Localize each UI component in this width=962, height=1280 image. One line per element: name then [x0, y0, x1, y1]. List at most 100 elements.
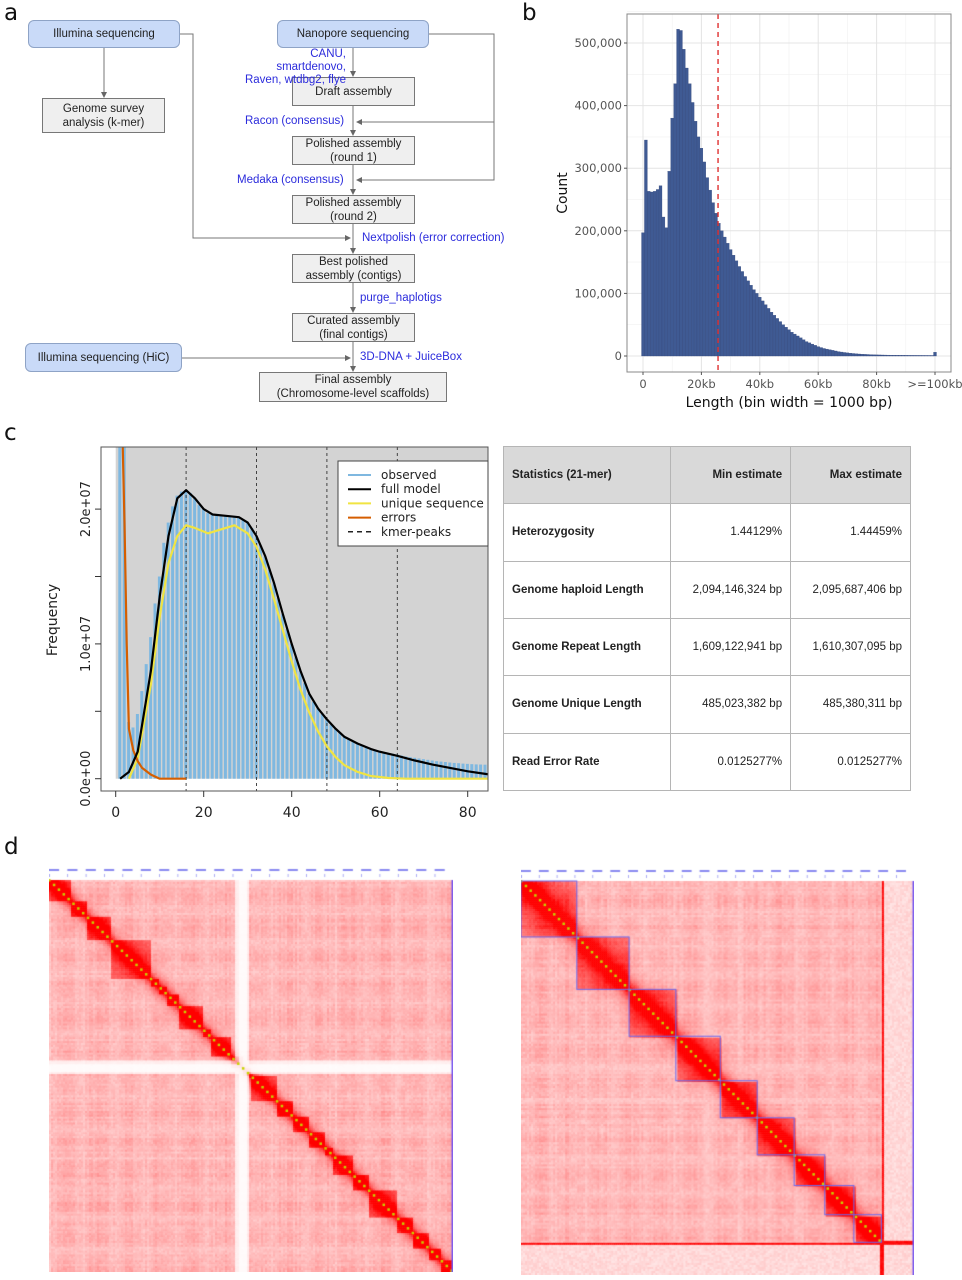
histogram-bar	[658, 185, 663, 357]
histogram-bar	[910, 355, 914, 357]
histogram-bar	[927, 355, 931, 357]
polished-round2-box: Polished assembly (round 2)	[292, 195, 415, 224]
observed-bar	[369, 748, 373, 779]
histogram-bar	[746, 280, 750, 357]
observed-bar	[294, 657, 298, 779]
histogram-bar	[842, 352, 847, 357]
histogram-bar	[743, 276, 747, 357]
histogram-bar	[889, 355, 893, 357]
panel-label-c: c	[4, 420, 17, 446]
histogram-bar	[676, 29, 680, 357]
histogram-bar	[816, 346, 820, 357]
histogram-bar	[790, 332, 794, 357]
observed-bar	[360, 745, 364, 779]
hic-map-contigs	[49, 868, 453, 1272]
observed-bar	[430, 760, 434, 779]
observed-bar	[404, 756, 408, 779]
observed-bar	[263, 556, 267, 779]
draft-assembly-box: Draft assembly	[292, 77, 415, 106]
x-tick-label: 60kb	[804, 377, 833, 391]
histogram-bar	[930, 355, 934, 357]
observed-bar	[162, 542, 166, 779]
observed-bar	[417, 758, 421, 779]
legend-label: unique sequence	[381, 496, 484, 510]
observed-bar	[298, 670, 302, 779]
observed-bar	[166, 522, 170, 779]
histogram-bar	[734, 260, 739, 357]
observed-bar	[272, 583, 276, 779]
racon-label: Racon (consensus)	[245, 115, 345, 127]
assemblers-label: CANU, smartdenovo, Raven, wtdbg2, flye	[244, 48, 346, 86]
header-max: Max estimate	[790, 445, 911, 505]
observed-bar	[149, 637, 153, 779]
histogram-bar	[673, 83, 677, 357]
observed-bar	[228, 515, 232, 779]
observed-bar	[259, 545, 263, 779]
histogram-bar	[696, 136, 701, 357]
observed-bar	[399, 755, 403, 779]
histogram-bar	[866, 354, 870, 357]
histogram-bar	[869, 354, 873, 357]
histogram-bar	[907, 355, 911, 357]
observed-bar	[276, 598, 280, 779]
histogram-bar	[682, 49, 686, 357]
histogram-bar	[904, 355, 908, 357]
curated-assembly-box: Curated assembly (final contigs)	[292, 313, 415, 342]
y-tick-label: 100,000	[574, 286, 622, 300]
histogram-bar	[644, 139, 648, 357]
observed-bar	[351, 741, 355, 779]
histogram-bar	[804, 341, 809, 357]
observed-bar	[193, 498, 197, 779]
max-value: 0.0125277%	[790, 732, 911, 792]
observed-bar	[364, 747, 368, 779]
observed-bar	[377, 751, 381, 779]
histogram-bar	[702, 161, 706, 357]
histogram-bar	[769, 312, 774, 357]
illumina-hic-box: Illumina sequencing (HiC)	[25, 343, 182, 372]
observed-bar	[342, 736, 346, 779]
observed-bar	[285, 629, 289, 779]
kmer-statistics-table: Statistics (21-mer) Min estimate Max est…	[502, 445, 911, 792]
observed-bar	[179, 491, 183, 779]
x-tick-label: 20kb	[687, 377, 716, 391]
observed-bar	[250, 527, 254, 779]
min-value: 485,023,382 bp	[670, 675, 792, 734]
observed-bar	[382, 752, 386, 779]
histogram-bar	[863, 354, 867, 357]
histogram-bar	[755, 293, 759, 357]
histogram-bar	[839, 351, 844, 357]
histogram-bar	[921, 355, 925, 357]
histogram-bar	[728, 249, 733, 357]
x-tick-label: 0	[111, 805, 120, 821]
histogram-bar	[647, 191, 651, 357]
histogram-bar	[796, 335, 800, 357]
y-tick-label: 400,000	[574, 99, 622, 113]
observed-bar	[391, 753, 395, 779]
row-label: Genome Unique Length	[502, 675, 672, 734]
histogram-bar	[775, 318, 779, 357]
histogram-bar	[661, 216, 666, 357]
y-tick-label: 0	[615, 349, 622, 363]
final-assembly-box: Final assembly (Chromosome-level scaffol…	[259, 372, 447, 402]
observed-bar	[333, 728, 337, 779]
legend-label: errors	[381, 511, 416, 525]
histogram-bar	[758, 297, 762, 357]
histogram-bar	[731, 255, 736, 357]
legend-label: observed	[381, 468, 437, 482]
observed-bar	[355, 743, 359, 779]
histogram-bar	[819, 347, 823, 357]
histogram-bar	[834, 350, 838, 357]
panel-label-b: b	[522, 0, 537, 26]
observed-bar	[320, 713, 324, 779]
observed-bar	[171, 506, 175, 779]
observed-bar	[289, 643, 293, 779]
y-tick-label: 300,000	[574, 161, 622, 175]
series-line-unique-sequence	[127, 524, 488, 780]
histogram-bar	[898, 355, 902, 357]
max-value: 1.44459%	[790, 503, 911, 562]
hic-map-chromosomes	[521, 869, 914, 1275]
histogram-bar	[901, 355, 905, 357]
x-tick-label: 40	[283, 805, 301, 821]
observed-bar	[479, 764, 483, 779]
observed-bar	[144, 664, 148, 779]
